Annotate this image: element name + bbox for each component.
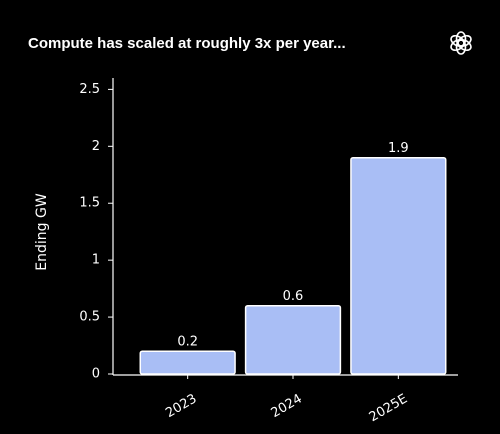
value-label: 0.6: [283, 289, 304, 304]
value-label: 0.2: [177, 335, 198, 350]
bar: [350, 156, 447, 375]
chart-title: Compute has scaled at roughly 3x per yea…: [28, 35, 346, 52]
y-tick-label: 2: [92, 139, 100, 154]
y-axis-label: Ending GW: [34, 193, 50, 271]
y-tick-label: 2.5: [79, 82, 100, 97]
value-label: 1.9: [388, 141, 409, 156]
logo: [450, 31, 472, 55]
y-tick-label: 0.5: [79, 310, 100, 325]
y-tick-label: 0: [92, 367, 100, 382]
bar: [244, 304, 342, 375]
y-tick-label: 1: [92, 253, 100, 268]
bar: [139, 350, 236, 375]
y-tick-label: 1.5: [79, 196, 100, 211]
